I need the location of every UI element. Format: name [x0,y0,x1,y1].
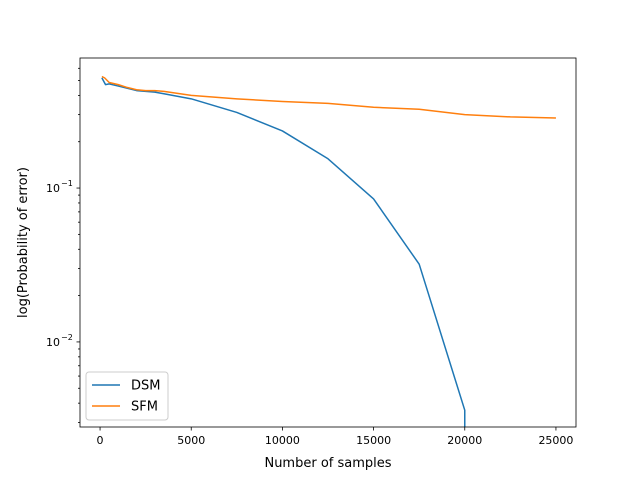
x-tick-label: 0 [97,434,104,447]
series-line-dsm [101,77,466,427]
legend-label-sfm: SFM [131,400,158,415]
legend-box [85,371,169,421]
y-tick-label: 10 [46,182,60,195]
x-axis-ticks: 0 5000 10000 15000 20000 25000 [97,427,573,447]
plot-area [80,58,576,427]
x-tick-label: 10000 [265,434,300,447]
x-tick-label: 15000 [356,434,391,447]
y-tick-label-exponent: −2 [61,333,73,342]
x-tick-label: 20000 [447,434,482,447]
y-tick-label-base: 10 [46,182,60,195]
legend-label-dsm: DSM [131,379,160,394]
y-tick-label-exponent: −1 [61,179,73,188]
y-tick-label: 10 [46,336,60,349]
series-line-sfm [101,75,556,119]
plot-frame [79,57,577,428]
series-layer [101,75,556,427]
y-axis-ticks: 10−210−1 [46,67,80,423]
x-axis-label: Number of samples [264,456,391,471]
y-tick-label-base: 10 [46,336,60,349]
x-tick-label: 5000 [177,434,205,447]
y-axis-label: log(Probability of error) [16,167,31,318]
legend: DSM SFM [85,371,169,421]
x-tick-label: 25000 [538,434,573,447]
